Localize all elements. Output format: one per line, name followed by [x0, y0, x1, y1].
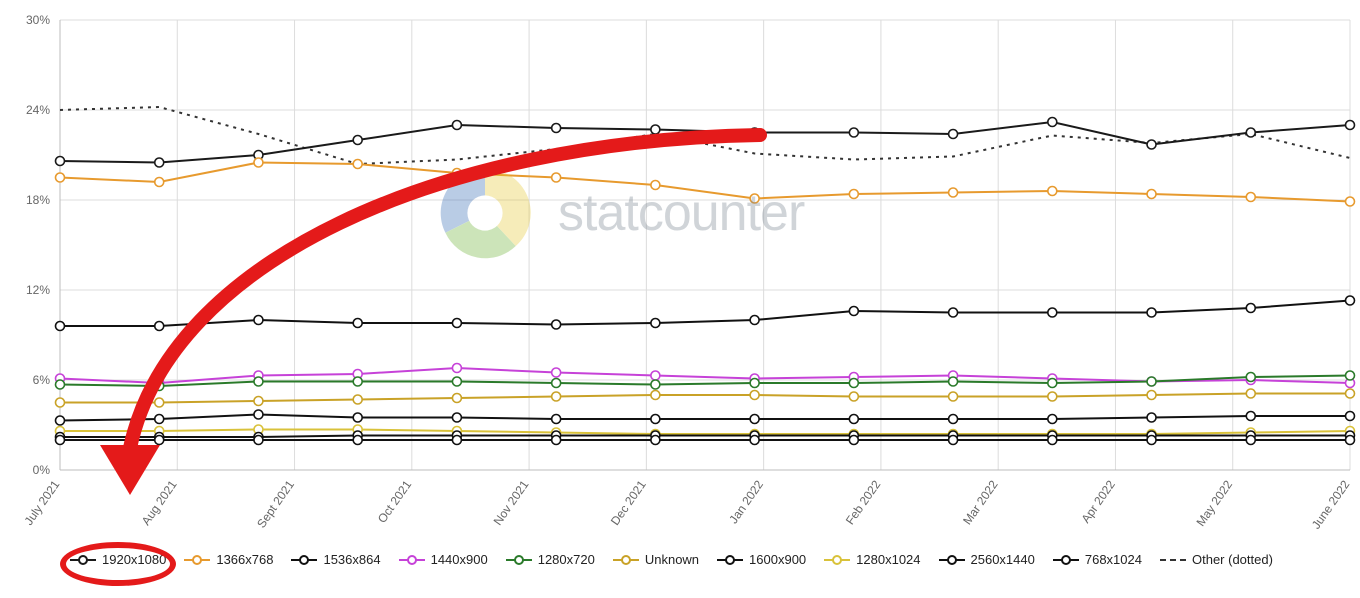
legend-item-1536x864[interactable]: 1536x864 — [291, 552, 380, 567]
svg-text:0%: 0% — [33, 463, 51, 477]
watermark-text: statcounter — [558, 183, 804, 243]
svg-text:Mar 2022: Mar 2022 — [960, 477, 1001, 527]
watermark: statcounter — [430, 158, 804, 268]
legend-label: 1366x768 — [216, 552, 273, 567]
legend-label: 1536x864 — [323, 552, 380, 567]
legend-item-1280x720[interactable]: 1280x720 — [506, 552, 595, 567]
legend-label: 768x1024 — [1085, 552, 1142, 567]
legend-label: Other (dotted) — [1192, 552, 1273, 567]
chart-container: statcounter 0% 6% 12% 18% 24% 30% July 2021 Aug… — [0, 0, 1360, 598]
legend-item-768x1024[interactable]: 768x1024 — [1053, 552, 1142, 567]
legend-item-2560x1440[interactable]: 2560x1440 — [939, 552, 1035, 567]
svg-text:6%: 6% — [33, 373, 51, 387]
legend-label: 1280x1024 — [856, 552, 920, 567]
svg-text:30%: 30% — [26, 13, 50, 27]
svg-text:July 2021: July 2021 — [22, 477, 63, 527]
chart-legend: 1920x10801366x7681536x8641440x9001280x72… — [70, 552, 1350, 567]
legend-item-other[interactable]: Other (dotted) — [1160, 552, 1273, 567]
legend-label: 1440x900 — [431, 552, 488, 567]
legend-item-unknown[interactable]: Unknown — [613, 552, 699, 567]
legend-label: 2560x1440 — [971, 552, 1035, 567]
svg-text:Dec 2021: Dec 2021 — [608, 477, 649, 527]
svg-text:Feb 2022: Feb 2022 — [843, 477, 884, 527]
legend-item-1280x1024[interactable]: 1280x1024 — [824, 552, 920, 567]
annotation-highlight-ellipse — [60, 542, 176, 586]
legend-item-1366x768[interactable]: 1366x768 — [184, 552, 273, 567]
legend-label: 1280x720 — [538, 552, 595, 567]
svg-text:12%: 12% — [26, 283, 50, 297]
legend-item-1600x900[interactable]: 1600x900 — [717, 552, 806, 567]
legend-label: Unknown — [645, 552, 699, 567]
svg-text:June 2022: June 2022 — [1309, 477, 1353, 531]
svg-text:Apr 2022: Apr 2022 — [1079, 477, 1119, 525]
svg-text:18%: 18% — [26, 193, 50, 207]
line-chart: 0% 6% 12% 18% 24% 30% July 2021 Aug 2021 Sept 20… — [0, 0, 1360, 540]
svg-text:Nov 2021: Nov 2021 — [491, 477, 532, 527]
svg-text:May 2022: May 2022 — [1193, 477, 1235, 528]
watermark-logo-icon — [430, 158, 540, 268]
svg-text:Aug 2021: Aug 2021 — [139, 477, 180, 527]
svg-text:Sept 2021: Sept 2021 — [254, 477, 297, 530]
svg-text:Jan 2022: Jan 2022 — [726, 477, 766, 526]
svg-text:24%: 24% — [26, 103, 50, 117]
svg-text:Oct 2021: Oct 2021 — [375, 477, 415, 525]
legend-item-1440x900[interactable]: 1440x900 — [399, 552, 488, 567]
legend-label: 1600x900 — [749, 552, 806, 567]
